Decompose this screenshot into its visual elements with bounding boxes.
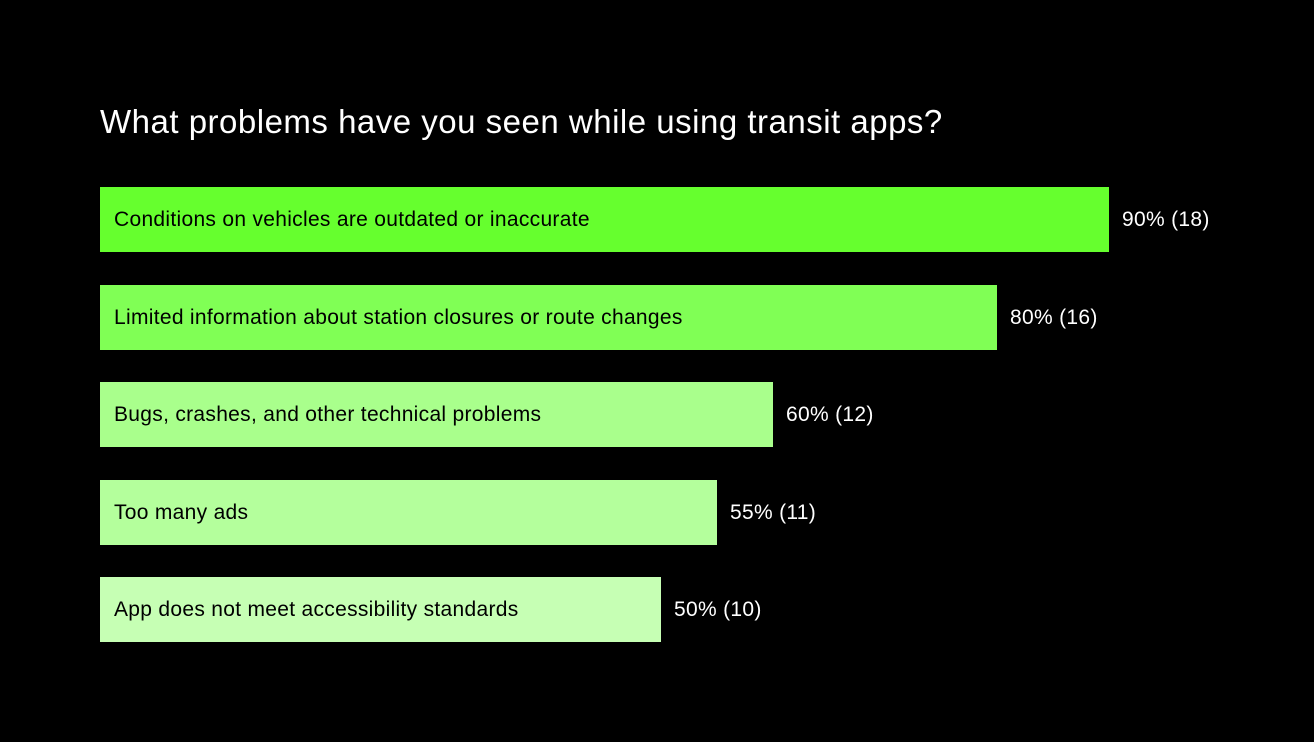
bar-value-label: 80% (16) [1010, 305, 1098, 329]
bar-category-label: Limited information about station closur… [114, 305, 683, 329]
bar-value-label: 60% (12) [786, 402, 874, 426]
bar: Too many ads [100, 480, 717, 545]
bar-category-label: Conditions on vehicles are outdated or i… [114, 207, 590, 231]
bar-value-label: 50% (10) [674, 597, 762, 621]
chart-title: What problems have you seen while using … [100, 103, 943, 140]
bar-value-label: 55% (11) [730, 500, 817, 524]
bar-category-label: Bugs, crashes, and other technical probl… [114, 402, 542, 426]
bar: Conditions on vehicles are outdated or i… [100, 187, 1109, 252]
bar: Bugs, crashes, and other technical probl… [100, 382, 773, 447]
bar-category-label: Too many ads [114, 500, 249, 524]
bar: Limited information about station closur… [100, 285, 997, 350]
bar-value-label: 90% (18) [1122, 207, 1210, 231]
bar: App does not meet accessibility standard… [100, 577, 661, 642]
bar-category-label: App does not meet accessibility standard… [114, 597, 519, 621]
